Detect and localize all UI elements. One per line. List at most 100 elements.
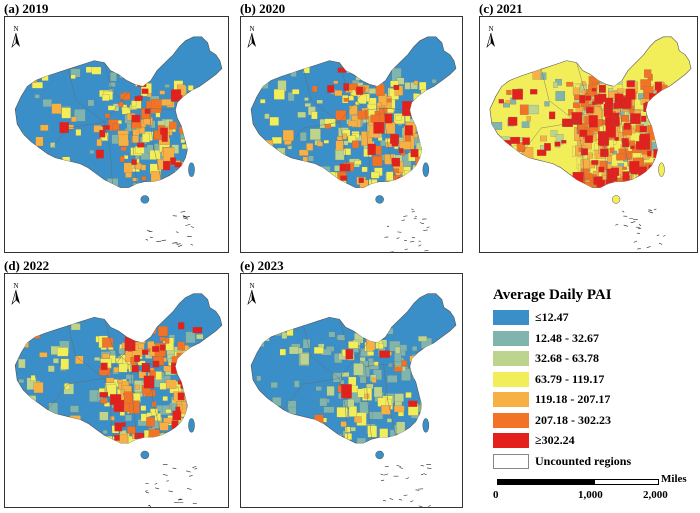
region-patch (173, 428, 185, 442)
region-patch (368, 88, 377, 94)
province-border (365, 110, 372, 184)
region-patch (413, 93, 422, 101)
region-patch (386, 418, 392, 423)
region-patch (646, 109, 658, 117)
region-patch (198, 368, 206, 375)
region-patch (144, 367, 149, 371)
region-patch (596, 179, 605, 188)
region-patch (75, 355, 84, 364)
region-patch (519, 104, 529, 115)
region-patch (102, 337, 114, 348)
region-patch (187, 125, 195, 130)
region-patch (148, 436, 159, 444)
region-patch (413, 425, 424, 437)
region-patch (343, 148, 351, 156)
region-patch (566, 81, 574, 87)
region-patch (407, 183, 414, 188)
region-patch (374, 361, 379, 367)
region-patch (344, 433, 353, 440)
province-border (283, 104, 354, 154)
region-patch (530, 89, 538, 95)
region-patch (415, 355, 426, 363)
china-map-svg (489, 36, 692, 250)
region-patch (335, 110, 347, 121)
region-patch (142, 349, 149, 355)
legend-item: ≤12.47 (493, 310, 693, 326)
region-patch (134, 355, 141, 362)
region-patch (185, 385, 192, 390)
province-border (339, 62, 366, 111)
region-patch (262, 140, 274, 147)
region-patch (141, 88, 149, 94)
region-patch (380, 140, 387, 147)
region-patch (599, 76, 606, 84)
region-patch (254, 165, 263, 176)
region-patch (17, 428, 22, 434)
region-patch (185, 331, 196, 344)
island (375, 450, 384, 460)
region-patch (52, 165, 62, 174)
legend-swatch (493, 371, 529, 387)
region-patch (610, 147, 615, 153)
region-patch (120, 327, 127, 333)
region-patch (149, 150, 161, 160)
panel-title-2022: (d) 2022 (4, 258, 50, 273)
region-patch (356, 437, 366, 444)
region-patch (57, 347, 69, 357)
region-patch (323, 140, 329, 144)
region-patch (378, 107, 388, 114)
region-patch (143, 118, 151, 125)
scale-tick-2000: 2,000 (643, 489, 668, 501)
region-patch (17, 133, 24, 139)
region-patch (131, 364, 139, 373)
region-patch (191, 372, 200, 381)
north-arrow-icon: N (245, 23, 259, 53)
region-patch (394, 366, 403, 372)
region-patch (196, 334, 204, 340)
region-patch (289, 346, 299, 355)
region-patch (183, 377, 192, 387)
region-patch (526, 116, 531, 122)
region-patch (401, 368, 411, 381)
region-patch (396, 421, 406, 434)
region-patch (171, 362, 182, 374)
region-patch (343, 97, 350, 102)
region-patch (424, 405, 436, 420)
region-patch (185, 105, 195, 113)
region-patch (417, 404, 428, 413)
region-patch (23, 424, 31, 433)
region-patch (658, 106, 666, 112)
region-patch (341, 372, 350, 377)
legend-title: Average Daily PAI (493, 287, 612, 303)
map-2023: N (240, 273, 463, 508)
region-patch (192, 326, 203, 334)
region-patch (373, 122, 385, 134)
province-border (148, 108, 162, 180)
region-patch (333, 80, 339, 84)
region-patch (493, 81, 500, 89)
region-patch (332, 372, 342, 383)
region-patch (550, 130, 558, 137)
region-patch (581, 148, 589, 156)
region-patch (164, 84, 170, 88)
region-patch (348, 120, 358, 127)
region-patch (353, 363, 364, 376)
region-patch (48, 402, 59, 416)
region-patch (639, 176, 647, 184)
region-patch (186, 381, 196, 392)
region-patch (256, 167, 263, 174)
region-patch (352, 140, 359, 149)
region-patch (659, 114, 665, 121)
panel-title-2020: (b) 2020 (240, 1, 286, 16)
region-patch (99, 392, 108, 398)
region-patch (269, 423, 275, 429)
region-patch (414, 119, 422, 125)
region-patch (431, 79, 437, 84)
region-patch (544, 101, 550, 107)
region-patch (52, 424, 61, 435)
region-patch (287, 92, 295, 102)
legend-swatch (493, 330, 529, 346)
region-patch (656, 178, 663, 188)
region-patch (159, 382, 167, 390)
region-patch (70, 74, 76, 79)
